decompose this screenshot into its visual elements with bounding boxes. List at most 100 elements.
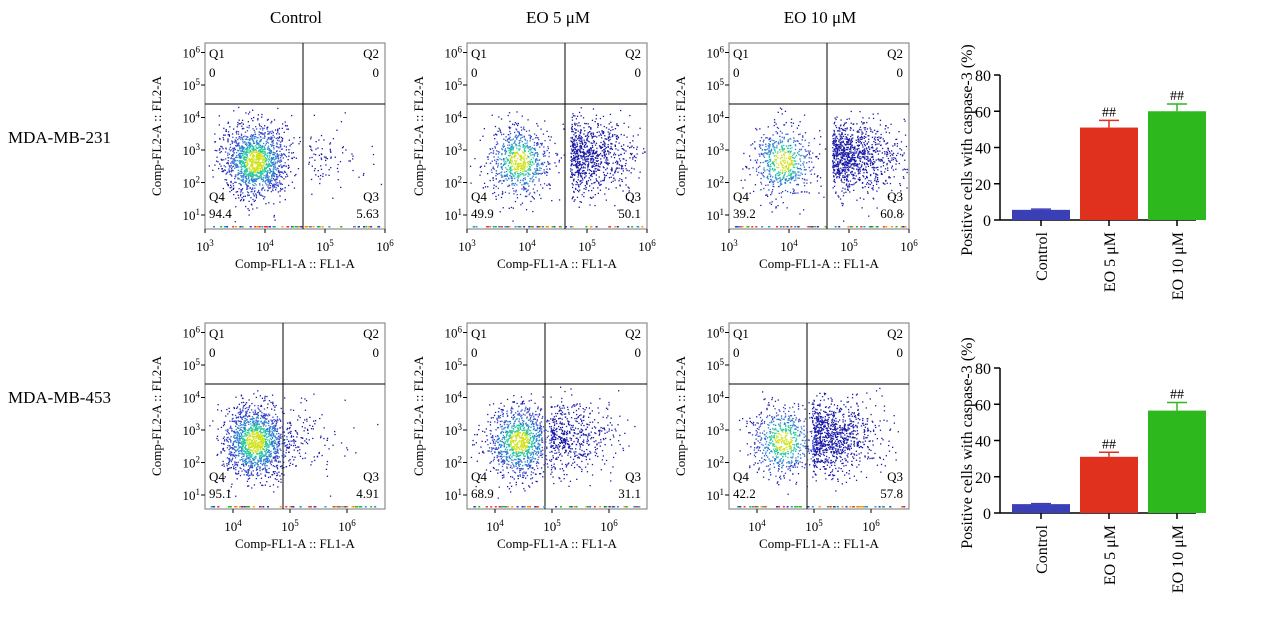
event-dot [261, 150, 264, 152]
event-dot [842, 128, 844, 131]
event-dot [834, 117, 836, 119]
event-dot [536, 169, 538, 172]
event-dot [802, 136, 804, 138]
event-dot [572, 131, 574, 133]
event-dot [622, 158, 624, 160]
event-dot [260, 150, 263, 152]
event-dot [330, 151, 332, 153]
event-dot [498, 180, 501, 182]
event-dot [587, 169, 589, 171]
event-dot [832, 163, 834, 165]
event-dot [840, 156, 842, 158]
event-dot [862, 175, 864, 177]
event-dot [574, 123, 576, 125]
event-dot [848, 153, 850, 155]
event-dot [846, 178, 848, 181]
event-dot [780, 162, 782, 164]
event-dot [852, 151, 854, 153]
event-dot [267, 178, 270, 180]
event-dot [261, 155, 264, 157]
event-dot [225, 147, 227, 149]
event-dot [590, 174, 593, 176]
event-dot [577, 174, 580, 176]
event-dot [539, 226, 542, 228]
event-dot [503, 174, 506, 177]
event-dot [808, 166, 810, 169]
event-dot [798, 142, 800, 145]
event-dot [853, 146, 855, 149]
event-dot [886, 153, 888, 155]
event-dot [271, 157, 274, 160]
event-dot [870, 226, 873, 228]
event-dot [241, 146, 243, 148]
event-dot [480, 171, 482, 173]
event-dot [763, 167, 765, 169]
event-dot [846, 141, 848, 143]
event-dot [257, 172, 259, 174]
event-dot [266, 148, 269, 150]
event-dot [852, 147, 854, 149]
event-dot [508, 162, 510, 164]
event-dot [573, 134, 575, 136]
event-dot [483, 182, 486, 184]
event-dot [274, 186, 276, 188]
event-dot [271, 174, 273, 176]
event-dot [250, 175, 253, 177]
event-dot [259, 158, 261, 160]
event-dot [521, 169, 523, 171]
event-dot [794, 152, 796, 154]
event-dot [852, 154, 854, 156]
event-dot [847, 174, 849, 176]
event-dot [855, 165, 857, 167]
event-dot [233, 148, 235, 150]
event-dot [852, 162, 854, 165]
event-dot [585, 226, 588, 228]
event-dot [311, 149, 313, 152]
event-dot [262, 155, 264, 157]
event-dot [242, 180, 244, 183]
event-dot [782, 191, 784, 193]
event-dot [493, 156, 495, 158]
event-dot [868, 147, 870, 149]
event-dot [872, 189, 874, 191]
event-dot [252, 150, 254, 152]
event-dot [861, 137, 864, 139]
event-dot [771, 168, 774, 171]
event-dot [536, 165, 538, 167]
event-dot [502, 143, 505, 145]
event-dot [270, 178, 273, 180]
event-dot [240, 190, 243, 192]
event-dot [854, 178, 856, 180]
event-dot [573, 151, 575, 153]
event-dot [596, 136, 598, 138]
event-dot [781, 171, 783, 173]
event-dot [875, 148, 877, 151]
event-dot [497, 166, 499, 168]
event-dot [271, 130, 273, 132]
event-dot [252, 154, 255, 156]
event-dot [274, 173, 276, 175]
event-dot [530, 226, 533, 228]
event-dot [769, 153, 772, 155]
event-dot [352, 158, 354, 160]
event-dot [269, 185, 272, 187]
event-dot [574, 148, 576, 151]
event-dot [231, 142, 233, 144]
event-dot [235, 166, 237, 169]
event-dot [571, 161, 573, 163]
event-dot [220, 150, 222, 153]
event-dot [511, 165, 514, 167]
event-dot [510, 146, 512, 148]
event-dot [800, 168, 802, 171]
event-dot [789, 153, 791, 155]
event-dot [268, 132, 270, 134]
event-dot [512, 123, 514, 125]
event-dot [541, 172, 543, 174]
event-dot [507, 159, 510, 161]
event-dot [237, 143, 240, 145]
event-dot [517, 226, 520, 228]
event-dot [536, 143, 538, 145]
quadrant-value-q1: 0 [209, 65, 216, 80]
event-dot [525, 196, 527, 198]
event-dot [777, 205, 779, 207]
